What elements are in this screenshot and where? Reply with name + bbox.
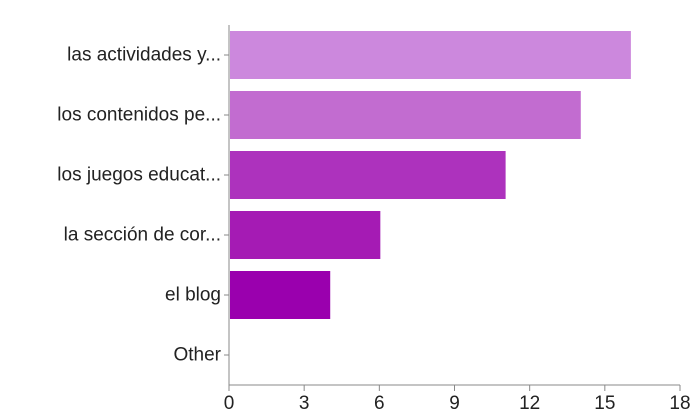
category-label-2: los juegos educat... [57,165,221,186]
category-label-1: los contenidos pe... [57,105,221,126]
y-axis-ticks [224,54,229,356]
bar-1 [230,91,581,139]
category-label-0: las actividades y... [67,45,221,66]
x-tick-labels: 0 3 6 9 12 15 18 [224,393,691,414]
x-tick-label-6: 18 [669,393,690,414]
x-tick-label-1: 3 [299,393,310,414]
bar-2 [230,151,506,199]
category-labels: las actividades y... los contenidos pe...… [57,45,221,366]
category-label-4: el blog [165,285,221,306]
bar-0 [230,31,631,79]
bars-group [230,31,631,319]
x-tick-label-2: 6 [374,393,385,414]
bar-4 [230,271,331,319]
x-tick-label-0: 0 [224,393,235,414]
bar-3 [230,211,381,259]
category-label-5: Other [173,345,221,366]
x-tick-label-5: 15 [594,393,615,414]
x-tick-label-4: 12 [519,393,540,414]
category-label-3: la sección de cor... [64,225,221,246]
x-tick-label-3: 9 [449,393,460,414]
x-axis-ticks [228,385,681,391]
